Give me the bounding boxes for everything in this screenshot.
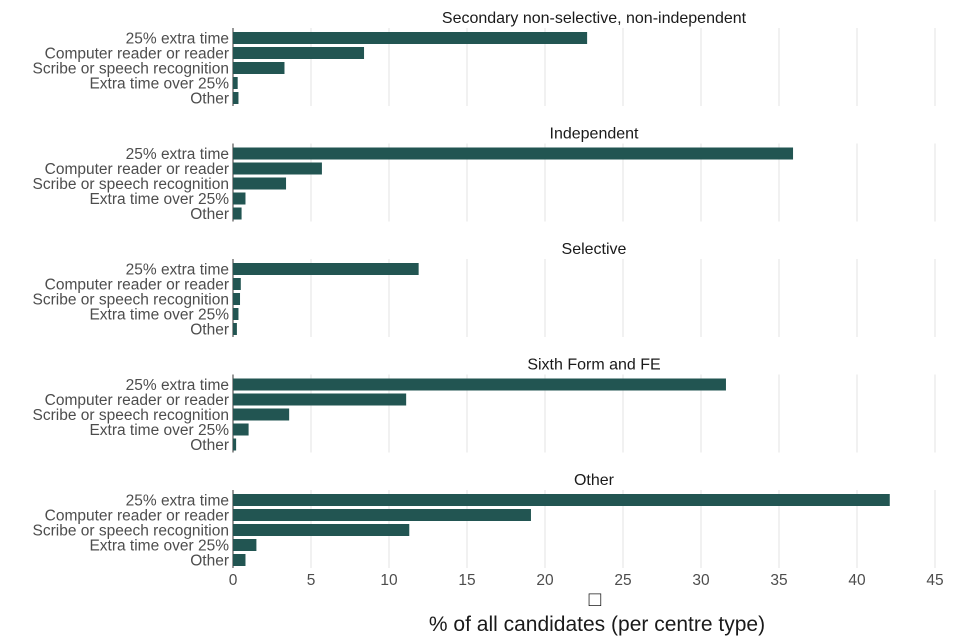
category-label: Computer reader or reader xyxy=(45,277,229,294)
bar xyxy=(233,554,246,566)
category-label: Extra time over 25% xyxy=(89,76,229,93)
panel-title: Secondary non-selective, non-independent xyxy=(442,10,747,27)
category-label: Scribe or speech recognition xyxy=(33,176,229,193)
x-tick-label: 10 xyxy=(380,572,398,589)
category-label: Extra time over 25% xyxy=(89,538,229,555)
category-label: Other xyxy=(190,91,229,108)
bar xyxy=(233,207,242,220)
category-label: Extra time over 25% xyxy=(89,422,229,439)
category-label: 25% extra time xyxy=(126,493,229,510)
x-tick-label: 20 xyxy=(536,572,554,589)
x-tick-label: 40 xyxy=(848,572,866,589)
x-axis-title: % of all candidates (per centre type) xyxy=(429,613,765,636)
x-tick-label: 35 xyxy=(770,572,787,589)
bar xyxy=(233,378,726,391)
category-label: 25% extra time xyxy=(126,31,229,48)
bar xyxy=(233,147,794,160)
category-label: Computer reader or reader xyxy=(45,508,229,525)
category-label: Scribe or speech recognition xyxy=(33,407,229,424)
bar xyxy=(233,92,239,104)
bar xyxy=(233,509,531,521)
category-label: Other xyxy=(190,206,229,223)
bar xyxy=(233,438,237,451)
bar xyxy=(233,263,419,275)
bar xyxy=(233,192,246,205)
x-tick-label: 15 xyxy=(458,572,475,589)
bar xyxy=(233,177,287,190)
bar xyxy=(233,494,890,506)
bar xyxy=(233,32,588,44)
panel-title: Selective xyxy=(562,241,627,258)
bar xyxy=(233,539,257,551)
bar xyxy=(233,423,249,436)
bar xyxy=(233,47,365,59)
x-tick-label: 0 xyxy=(229,572,238,589)
x-axis: 0 5 10 15 20 25 30 35 40 45 xyxy=(229,572,944,589)
panel-title: Sixth Form and FE xyxy=(527,357,660,374)
bar xyxy=(233,408,290,421)
bar xyxy=(233,162,322,175)
bar xyxy=(233,62,285,74)
bar xyxy=(233,77,238,89)
x-tick-label: 30 xyxy=(692,572,710,589)
category-label: 25% extra time xyxy=(126,262,229,279)
category-label: Computer reader or reader xyxy=(45,46,229,63)
category-label: 25% extra time xyxy=(126,146,229,163)
bar xyxy=(233,308,239,320)
panel-title: Other xyxy=(574,472,615,489)
category-label: Other xyxy=(190,553,229,570)
category-label: Computer reader or reader xyxy=(45,161,229,178)
bar xyxy=(233,524,410,536)
category-label: Other xyxy=(190,437,229,454)
bar xyxy=(233,323,237,335)
facet-panel: Secondary non-selective, non-independent… xyxy=(33,10,936,108)
category-label: Other xyxy=(190,322,229,339)
category-label: Extra time over 25% xyxy=(89,307,229,324)
bar xyxy=(233,293,241,305)
bar xyxy=(233,278,241,290)
bar xyxy=(233,393,407,406)
category-label: Scribe or speech recognition xyxy=(33,523,229,540)
category-label: Scribe or speech recognition xyxy=(33,61,229,78)
x-axis-glyph: □ xyxy=(589,588,602,611)
x-tick-label: 5 xyxy=(307,572,316,589)
panel-title: Independent xyxy=(550,126,640,143)
x-tick-label: 45 xyxy=(926,572,943,589)
category-label: 25% extra time xyxy=(126,377,229,394)
x-tick-label: 25 xyxy=(614,572,631,589)
facet-panel: Sixth Form and FE 25% extra timeComputer … xyxy=(33,357,936,454)
category-label: Computer reader or reader xyxy=(45,392,229,409)
category-label: Extra time over 25% xyxy=(89,191,229,208)
category-label: Scribe or speech recognition xyxy=(33,292,229,309)
panels-group: Secondary non-selective, non-independent… xyxy=(33,10,936,570)
